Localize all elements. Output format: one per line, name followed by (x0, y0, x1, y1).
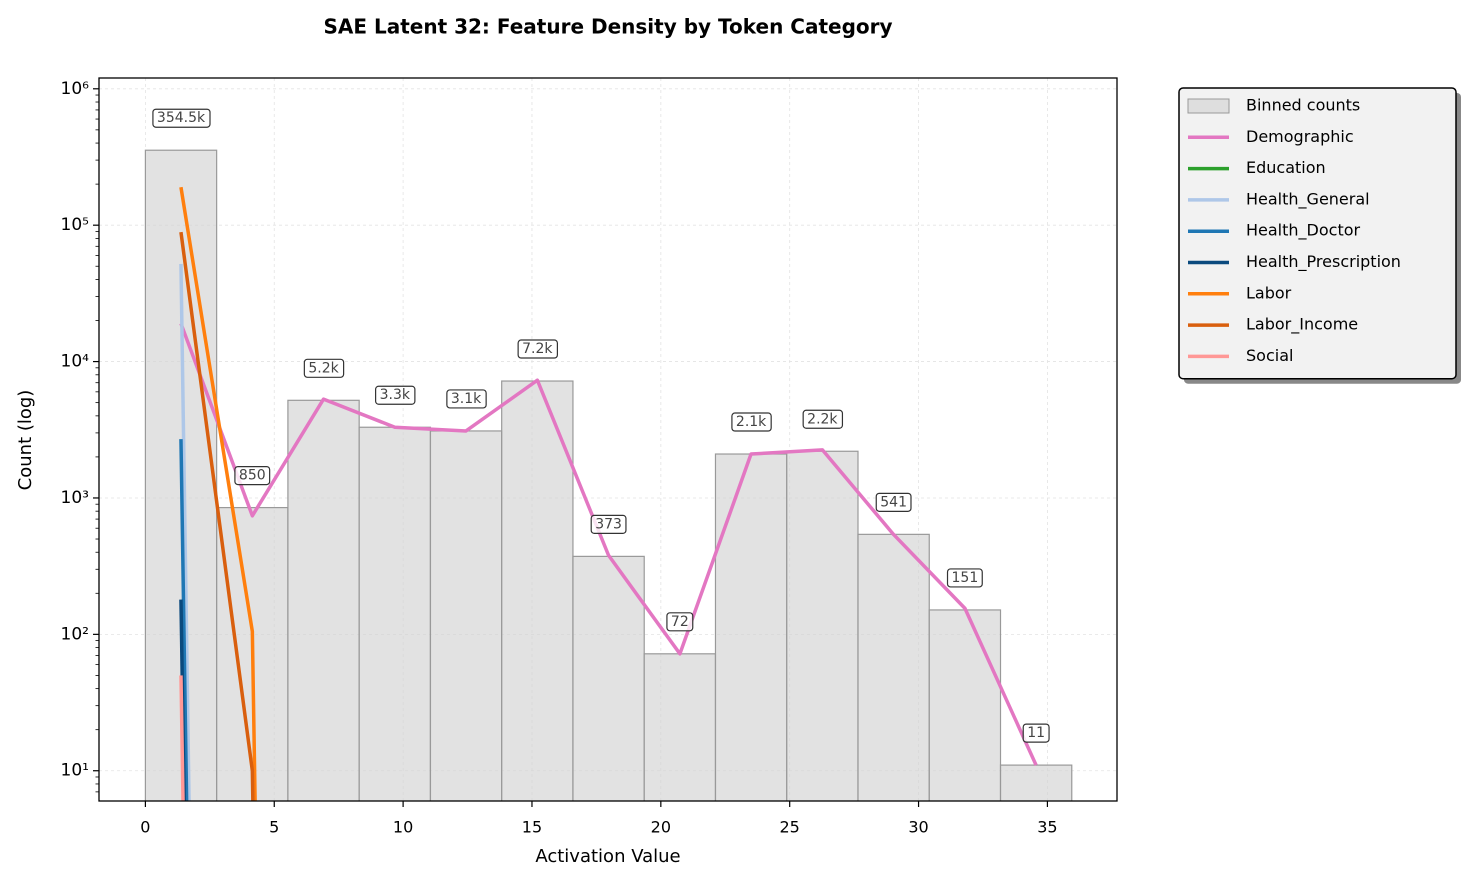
value-label-box (590, 514, 627, 534)
legend-label: Labor (1246, 283, 1292, 302)
value-label: 373 (595, 516, 622, 532)
plot-area (144, 149, 1073, 801)
value-label: 354.5k (157, 110, 206, 126)
legend-label: Health_Doctor (1246, 221, 1361, 241)
y-tick-label: 10² (61, 624, 89, 644)
legend-swatch (1187, 98, 1230, 114)
x-tick-label: 0 (140, 818, 150, 837)
histogram-bar (358, 426, 432, 801)
value-label: 72 (671, 614, 689, 630)
histogram-bar (999, 764, 1073, 801)
histogram-bar (786, 450, 859, 801)
legend-label: Social (1246, 346, 1293, 365)
value-label-box (666, 612, 694, 632)
value-label-box (802, 409, 844, 429)
value-label-box (446, 389, 487, 409)
legend-label: Education (1246, 158, 1326, 177)
value-label-box (731, 412, 772, 432)
histogram-bar (857, 533, 930, 801)
value-label-box (875, 492, 912, 512)
x-tick-label: 15 (522, 818, 542, 837)
series-line (179, 186, 257, 801)
value-label: 11 (1027, 725, 1045, 741)
histogram-bar (928, 609, 1002, 801)
value-label-box (234, 465, 271, 486)
value-label-box (152, 108, 211, 128)
value-label: 151 (952, 570, 979, 586)
y-tick-label: 10⁴ (61, 352, 90, 372)
value-label: 3.1k (451, 391, 482, 407)
plot-frame (98, 77, 1118, 802)
y-tick-label: 10⁵ (61, 215, 89, 235)
x-tick-label: 5 (269, 818, 279, 837)
legend-box (1178, 87, 1457, 380)
legend-label: Binned counts (1246, 96, 1360, 115)
x-tick-label: 30 (908, 818, 928, 837)
value-label-box (375, 385, 416, 405)
x-tick-label: 25 (780, 818, 800, 837)
x-tick-label: 20 (651, 818, 671, 837)
chart-title: SAE Latent 32: Feature Density by Token … (323, 15, 892, 39)
value-label-box (946, 568, 983, 588)
histogram-bar (287, 399, 360, 801)
legend-label: Labor_Income (1246, 315, 1358, 335)
value-label-box (303, 358, 345, 378)
histogram-bar (572, 555, 645, 801)
y-tick-label: 10¹ (61, 761, 89, 781)
value-label: 541 (880, 494, 907, 510)
value-label: 2.1k (736, 414, 767, 430)
legend-label: Demographic (1246, 127, 1354, 146)
value-label: 5.2k (308, 360, 339, 376)
legend-label: Health_Prescription (1246, 252, 1401, 272)
histogram-bar (643, 653, 717, 801)
y-axis-label: Count (log) (15, 390, 36, 491)
series-line (179, 322, 1038, 766)
x-axis-label: Activation Value (535, 846, 680, 867)
value-label-box (517, 339, 558, 359)
x-tick-label: 35 (1037, 818, 1057, 837)
x-tick-label: 10 (393, 818, 413, 837)
value-label-box (1022, 723, 1050, 743)
value-label: 7.2k (522, 341, 553, 357)
y-tick-label: 10³ (61, 488, 89, 508)
series-line (179, 231, 255, 801)
legend-label: Health_General (1246, 189, 1370, 209)
value-label: 850 (239, 468, 266, 484)
histogram-bar (714, 453, 788, 801)
value-label: 2.2k (807, 411, 838, 427)
y-tick-label: 10⁶ (61, 79, 90, 99)
histogram-bar (429, 430, 503, 801)
value-label: 3.3k (380, 387, 411, 403)
